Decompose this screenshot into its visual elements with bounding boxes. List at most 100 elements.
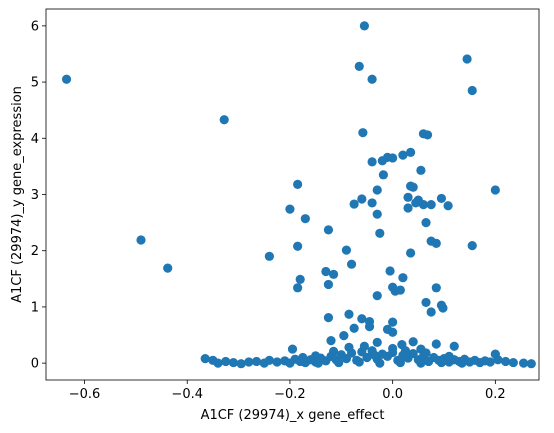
x-tick-label: −0.2 <box>274 387 306 402</box>
y-tick-label: 5 <box>31 76 39 91</box>
data-point <box>490 185 500 195</box>
data-point <box>467 85 477 96</box>
data-point <box>485 357 495 367</box>
data-point <box>501 356 511 367</box>
data-point <box>493 355 503 365</box>
y-tick-label: 2 <box>31 244 39 259</box>
data-point <box>264 251 274 261</box>
data-point <box>354 61 364 71</box>
data-point <box>311 351 321 361</box>
y-axis-label: A1CF (29974)_y gene_expression <box>10 86 25 303</box>
data-point <box>398 150 408 160</box>
data-point <box>372 209 382 219</box>
data-point <box>398 273 408 283</box>
x-tick-label: 0.2 <box>485 387 506 402</box>
data-point <box>136 235 146 245</box>
data-point <box>357 194 367 204</box>
data-point <box>293 241 303 251</box>
data-point <box>213 358 223 368</box>
data-point <box>370 350 380 360</box>
data-point <box>272 357 282 367</box>
data-point <box>372 185 382 195</box>
data-point <box>236 359 246 369</box>
axes-frame <box>45 8 540 381</box>
data-point <box>364 322 375 332</box>
data-point <box>508 357 518 368</box>
data-point <box>219 115 229 125</box>
data-point <box>426 307 436 317</box>
x-axis-label: A1CF (29974)_x gene_effect <box>201 408 385 423</box>
data-point <box>416 358 426 368</box>
data-point <box>300 214 310 224</box>
data-point <box>418 200 429 210</box>
data-point <box>436 357 447 368</box>
data-point <box>367 157 377 167</box>
data-point <box>400 346 411 356</box>
y-tick-label: 6 <box>31 19 39 34</box>
data-point <box>328 346 339 356</box>
data-point <box>367 198 377 208</box>
x-tick-label: 0.0 <box>382 387 403 402</box>
data-point <box>321 266 331 277</box>
data-point <box>295 274 305 284</box>
data-point <box>378 170 388 180</box>
data-point <box>372 291 382 301</box>
data-point <box>421 348 431 358</box>
data-point <box>334 357 344 368</box>
data-point <box>411 198 421 208</box>
data-point <box>362 352 372 363</box>
data-point <box>403 203 413 213</box>
data-point <box>287 344 298 354</box>
x-axis-ticks: −0.6 −0.4 −0.2 0.0 0.2 <box>69 380 506 402</box>
data-point <box>359 21 369 31</box>
data-point <box>431 283 441 293</box>
data-point <box>416 165 426 175</box>
data-point <box>244 357 254 367</box>
data-point <box>467 241 477 251</box>
data-point <box>200 354 210 364</box>
data-point <box>395 357 405 368</box>
y-tick-label: 0 <box>31 357 39 372</box>
x-tick-label: −0.4 <box>171 387 203 402</box>
data-point <box>349 199 359 209</box>
data-point <box>431 238 441 248</box>
y-tick-label: 3 <box>31 188 39 203</box>
data-point <box>408 348 418 359</box>
data-point <box>264 355 274 365</box>
data-point <box>406 248 416 258</box>
data-point <box>339 330 349 341</box>
data-point <box>443 201 453 211</box>
data-point <box>431 339 441 349</box>
data-point <box>293 283 303 293</box>
data-point <box>438 303 448 313</box>
data-point <box>358 128 368 138</box>
data-point <box>323 279 334 290</box>
data-point <box>357 314 367 324</box>
data-point <box>221 356 231 367</box>
data-point <box>344 309 354 319</box>
data-point <box>359 341 369 351</box>
y-tick-label: 1 <box>31 300 39 315</box>
data-point <box>326 336 336 346</box>
data-point <box>313 358 323 368</box>
data-point <box>377 156 387 166</box>
y-tick-label: 4 <box>31 132 39 147</box>
data-point <box>354 357 364 367</box>
data-point <box>341 245 352 255</box>
data-point <box>426 200 436 210</box>
plot-area <box>61 21 536 369</box>
data-point <box>421 218 431 228</box>
data-point <box>388 317 398 327</box>
data-point <box>436 193 447 204</box>
data-point <box>526 359 536 369</box>
data-point <box>251 356 262 367</box>
data-point <box>462 54 472 64</box>
data-point <box>388 327 398 337</box>
data-point <box>408 182 418 192</box>
data-point <box>403 192 413 202</box>
data-point <box>457 358 467 368</box>
data-point <box>375 358 385 368</box>
data-point <box>388 343 398 354</box>
data-point <box>408 337 418 347</box>
